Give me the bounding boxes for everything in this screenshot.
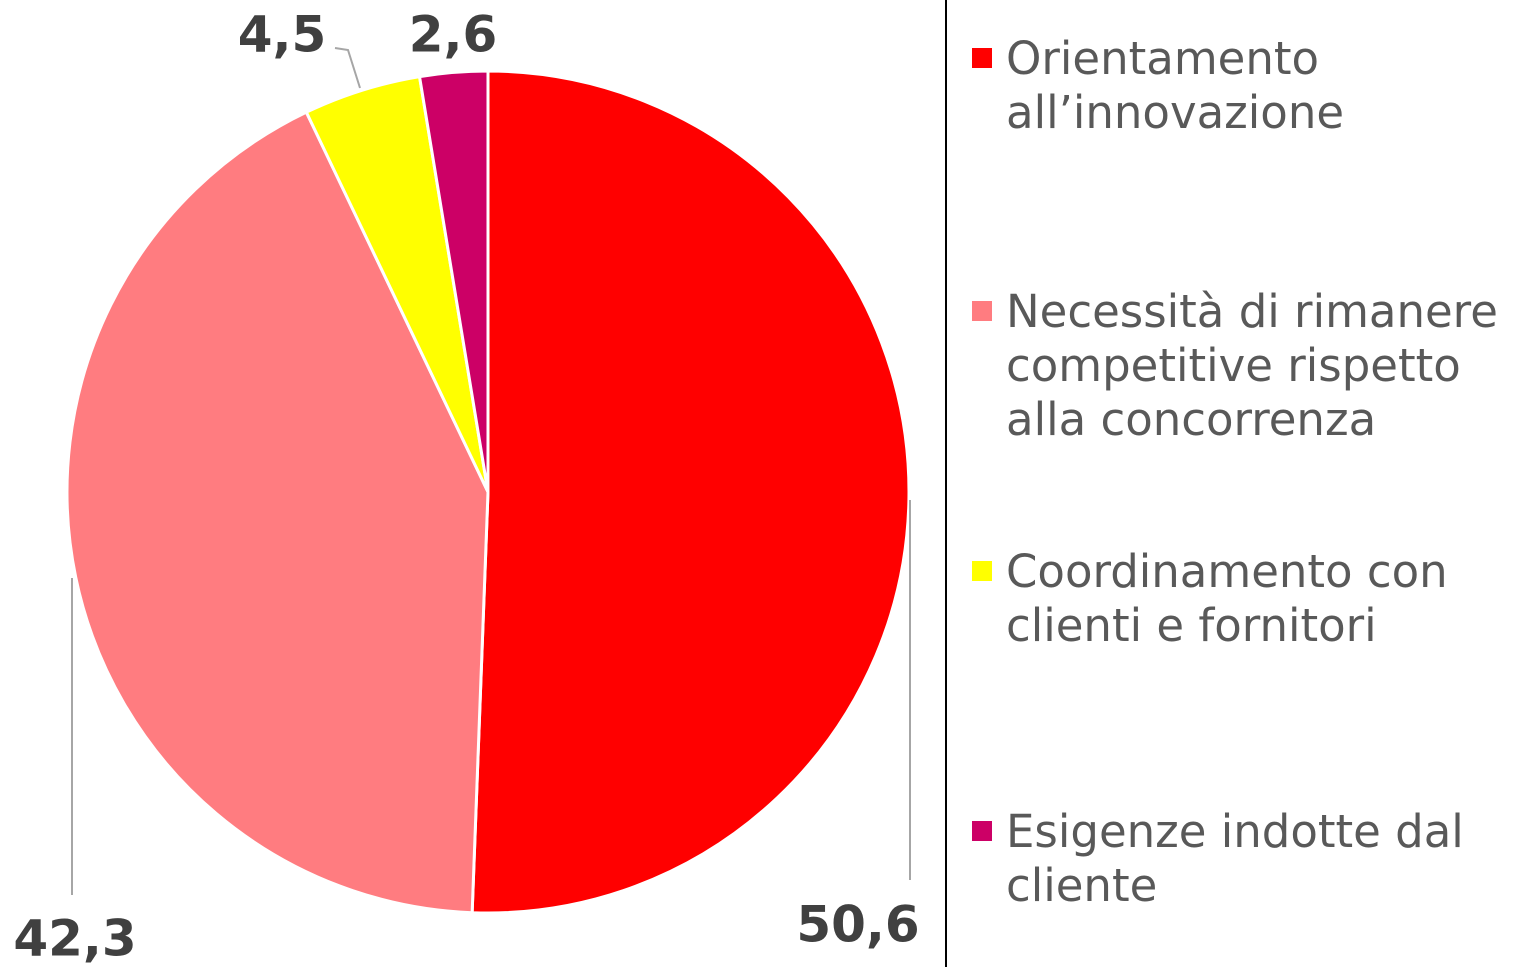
legend-label: Esigenze indotte dal cliente xyxy=(1006,805,1464,912)
pie-slice xyxy=(417,69,490,493)
legend-item: Necessità di rimanere competitive rispet… xyxy=(972,285,1532,447)
leader-line xyxy=(334,47,361,89)
data-label: 42,3 xyxy=(13,910,136,967)
data-label: 2,6 xyxy=(409,6,498,64)
legend-item: Coordinamento con clienti e fornitori xyxy=(972,545,1532,653)
pie-slice xyxy=(65,110,490,915)
legend-label: Orientamento all’innovazione xyxy=(1006,32,1345,139)
legend-item: Esigenze indotte dal cliente xyxy=(972,805,1532,913)
pie-slice xyxy=(470,69,911,915)
legend-swatch xyxy=(972,301,992,321)
legend-swatch xyxy=(972,561,992,581)
legend-label: Necessità di rimanere competitive rispet… xyxy=(1006,285,1498,446)
legend-swatch xyxy=(972,48,992,68)
legend-item: Orientamento all’innovazione xyxy=(972,32,1532,140)
data-label: 50,6 xyxy=(796,896,919,954)
legend-label: Coordinamento con clienti e fornitori xyxy=(1006,545,1448,652)
data-label: 4,5 xyxy=(238,6,327,64)
legend-swatch xyxy=(972,821,992,841)
